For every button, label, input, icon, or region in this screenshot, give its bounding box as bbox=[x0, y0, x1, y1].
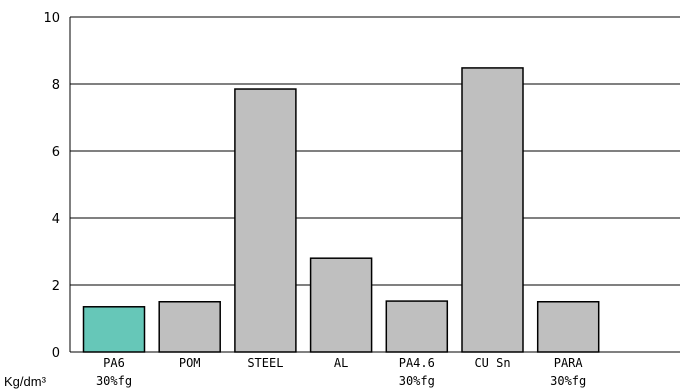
x-tick-sublabel: 30%fg bbox=[96, 374, 132, 388]
x-tick-label: AL bbox=[334, 356, 348, 370]
grid-lines bbox=[70, 16, 680, 286]
bar bbox=[234, 88, 297, 353]
bar bbox=[461, 67, 524, 353]
bar bbox=[536, 301, 600, 353]
y-tick-label: 2 bbox=[52, 279, 60, 294]
bar bbox=[385, 300, 449, 353]
x-tick-label: PA4.6 bbox=[399, 356, 435, 370]
y-tick-label: 4 bbox=[52, 212, 60, 227]
y-tick-labels: 0 2 4 6 8 10 bbox=[43, 11, 60, 361]
bar bbox=[158, 301, 221, 353]
y-tick-label: 6 bbox=[52, 145, 60, 160]
bar bbox=[309, 257, 373, 353]
x-tick-label: PA6 bbox=[103, 356, 125, 370]
y-tick-label: 10 bbox=[43, 11, 60, 26]
x-tick-label: STEEL bbox=[247, 356, 283, 370]
y-tick-label: 0 bbox=[52, 346, 60, 361]
x-tick-sublabel: 30%fg bbox=[399, 374, 435, 388]
x-tick-label: POM bbox=[179, 356, 201, 370]
x-tick-sublabel: 30%fg bbox=[550, 374, 586, 388]
axes bbox=[69, 17, 680, 353]
y-tick-label: 8 bbox=[52, 78, 60, 93]
x-tick-label: CU Sn bbox=[474, 356, 510, 370]
x-tick-label: PARA bbox=[554, 356, 584, 370]
bar bbox=[82, 306, 146, 353]
unit-label: Kg/dm³ bbox=[4, 374, 47, 389]
bars bbox=[82, 67, 600, 353]
x-tick-labels: PA6 30%fg POM STEEL AL PA4.6 30%fg CU Sn PARA 30%… bbox=[96, 356, 586, 388]
